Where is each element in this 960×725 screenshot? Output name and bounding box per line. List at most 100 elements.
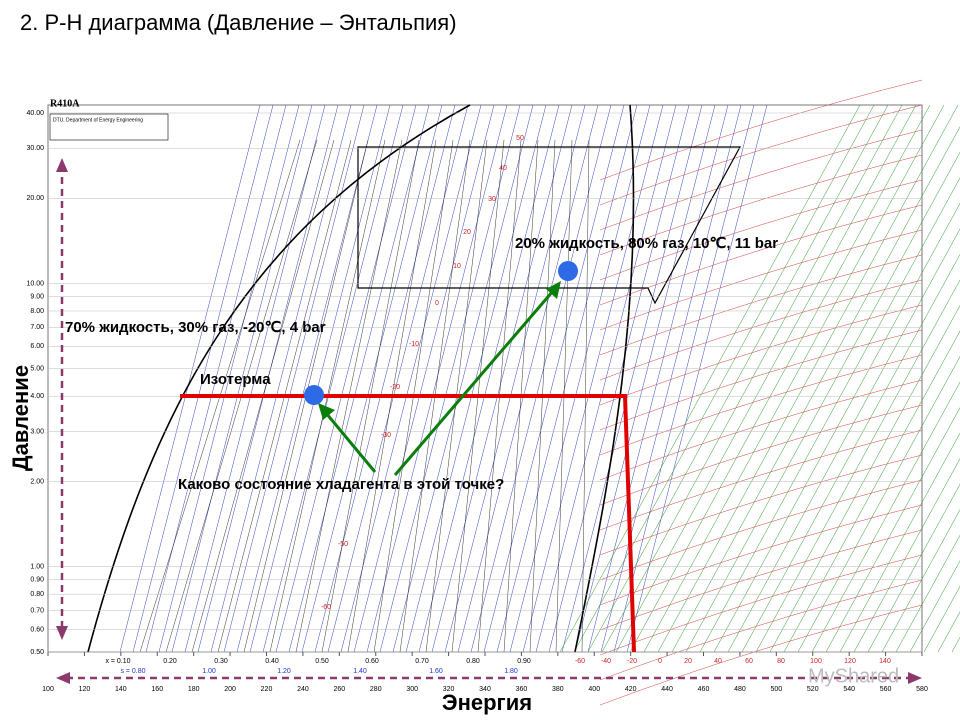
state-point-high (558, 261, 578, 281)
density-line (522, 104, 664, 653)
temperature-row-label: -40 (601, 658, 611, 665)
isentrope (853, 458, 960, 653)
isentrope (727, 228, 960, 653)
density-line (184, 104, 326, 653)
entropy-label: s = 0.80 (120, 668, 145, 675)
isentrope (811, 381, 960, 653)
y-tick-label: 6.00 (30, 343, 44, 350)
density-line (262, 104, 404, 653)
diagram-lines (119, 79, 960, 706)
temperature-label: -60 (321, 604, 331, 611)
arrow-high (393, 290, 555, 476)
y-tick-label: 10.00 (26, 280, 44, 287)
temperature-label: -10 (409, 341, 419, 348)
density-line (600, 104, 742, 653)
x-tick-label: 380 (552, 686, 564, 693)
isentrope (629, 104, 931, 653)
isotherm-curve (599, 479, 923, 581)
density-line (626, 104, 768, 653)
x-tick-label: 360 (516, 686, 528, 693)
x-tick-label: 300 (406, 686, 418, 693)
temperature-label: 10 (453, 263, 461, 270)
density-line (288, 104, 430, 653)
y-tick-label: 0.90 (30, 577, 44, 584)
density-line (236, 104, 378, 653)
entropy-label: 1.00 (202, 668, 216, 675)
isotherm-curve (599, 229, 923, 331)
density-line (145, 104, 287, 653)
isentrope (769, 305, 960, 653)
temperature-label: 20 (463, 229, 471, 236)
density-line (483, 104, 625, 653)
temperature-label: 50 (516, 135, 524, 142)
density-line (327, 104, 469, 653)
isentrope (643, 104, 945, 653)
isotherm-curve (599, 379, 923, 481)
annotation-low: 70% жидкость, 30% газ, -20℃, 4 bar (65, 319, 326, 336)
state-point-low (304, 385, 324, 405)
isotherm-curve (599, 454, 923, 556)
density-line (418, 104, 560, 653)
quality-label: x = 0.10 (105, 658, 130, 665)
inset-box (357, 146, 742, 305)
temperature-row-label: 100 (810, 658, 822, 665)
watermark: MyShared (808, 665, 899, 687)
entropy-label: 1.80 (504, 668, 518, 675)
x-tick-label: 280 (370, 686, 382, 693)
isotherm-label: Изотерма (200, 371, 271, 388)
quality-label: 0.60 (365, 658, 379, 665)
y-tick-label: 7.00 (30, 324, 44, 331)
isentrope (797, 356, 960, 653)
density-line (444, 104, 586, 653)
temperature-label: -50 (338, 541, 348, 548)
temperature-label: 30 (488, 196, 496, 203)
density-line (210, 104, 352, 653)
density-line (340, 104, 482, 653)
x-tick-label: 100 (42, 686, 54, 693)
isotherm-curve (599, 579, 923, 681)
isotherm-curve (599, 604, 923, 706)
isentrope (895, 534, 960, 653)
isentrope (867, 483, 960, 653)
density-line (431, 104, 573, 653)
y-tick-label: 4.00 (30, 393, 44, 400)
quality-label: 0.70 (415, 658, 429, 665)
density-line (366, 104, 508, 653)
quality-label: 0.80 (466, 658, 480, 665)
x-tick-label: 480 (734, 686, 746, 693)
isotherm-curve (599, 179, 923, 281)
y-tick-label: 0.50 (30, 649, 44, 656)
isentrope (685, 151, 960, 653)
x-tick-label: 500 (770, 686, 782, 693)
x-tick-label: 180 (188, 686, 200, 693)
density-line (574, 104, 716, 653)
density-line (496, 104, 638, 653)
y-tick-label: 5.00 (30, 366, 44, 373)
density-line (353, 104, 495, 653)
y-tick-label: 2.00 (30, 478, 44, 485)
entropy-label: 1.20 (277, 668, 291, 675)
isentrope (825, 407, 960, 653)
quality-label: 0.90 (517, 658, 531, 665)
slide-title: 2. P-H диаграмма (Давление – Энтальпия) (20, 10, 457, 35)
x-tick-label: 420 (625, 686, 637, 693)
y-tick-label: 0.80 (30, 591, 44, 598)
y-tick-label: 0.70 (30, 607, 44, 614)
arrow-low (324, 412, 377, 473)
temperature-label: -30 (381, 432, 391, 439)
density-line (223, 104, 365, 653)
isentrope (713, 202, 960, 653)
isotherm-curve (599, 554, 923, 656)
isentrope (559, 104, 861, 653)
density-line (301, 104, 443, 653)
density-line (171, 104, 313, 653)
x-tick-label: 120 (79, 686, 91, 693)
density-line (379, 104, 521, 653)
x-tick-label: 320 (443, 686, 455, 693)
isotherm-curve (599, 254, 923, 356)
temperature-row-label: 120 (844, 658, 856, 665)
temperature-row-label: -60 (575, 658, 585, 665)
isentrope (755, 279, 960, 653)
isentrope (699, 177, 960, 653)
density-line (132, 104, 274, 653)
